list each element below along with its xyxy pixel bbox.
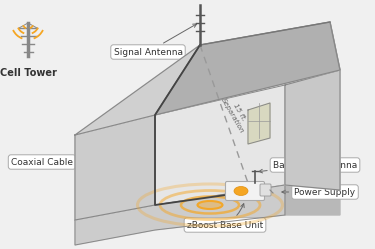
Polygon shape bbox=[155, 85, 285, 205]
Polygon shape bbox=[285, 70, 340, 190]
Text: Signal Antenna: Signal Antenna bbox=[114, 24, 196, 57]
Text: Coaxial Cable: Coaxial Cable bbox=[11, 158, 73, 167]
Polygon shape bbox=[248, 103, 270, 144]
Text: zBoost Base Unit: zBoost Base Unit bbox=[187, 204, 263, 230]
Polygon shape bbox=[330, 22, 340, 70]
Text: Base Unit Antenna: Base Unit Antenna bbox=[259, 161, 357, 173]
Text: Cell Tower: Cell Tower bbox=[0, 68, 56, 78]
Polygon shape bbox=[285, 185, 340, 215]
Polygon shape bbox=[75, 45, 200, 135]
Text: 15 ft.
Separation: 15 ft. Separation bbox=[220, 94, 252, 134]
Polygon shape bbox=[75, 185, 285, 245]
Polygon shape bbox=[155, 22, 340, 115]
Ellipse shape bbox=[234, 187, 248, 195]
FancyBboxPatch shape bbox=[225, 182, 264, 200]
Ellipse shape bbox=[198, 201, 222, 209]
FancyBboxPatch shape bbox=[260, 184, 271, 196]
Text: Power Supply: Power Supply bbox=[282, 187, 356, 196]
Polygon shape bbox=[75, 115, 155, 220]
